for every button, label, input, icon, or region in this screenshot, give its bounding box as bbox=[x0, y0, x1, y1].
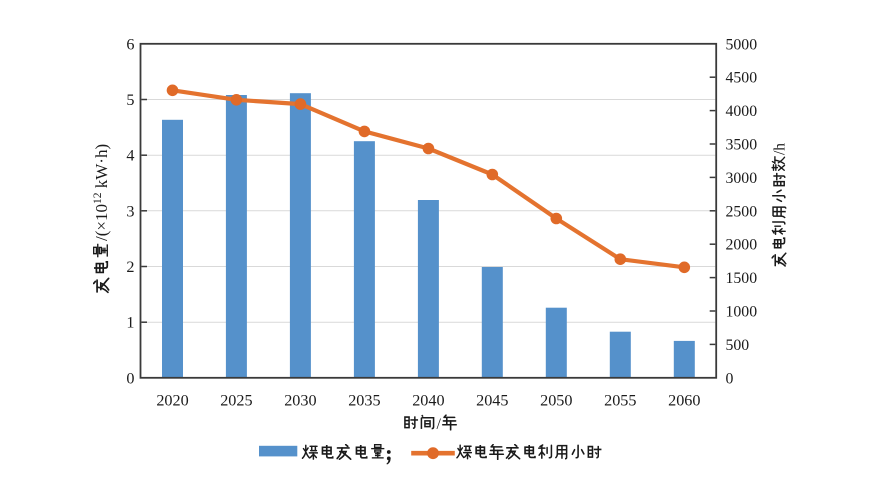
svg-text:2050: 2050 bbox=[540, 392, 572, 410]
svg-text:2025: 2025 bbox=[220, 392, 252, 410]
svg-text:2060: 2060 bbox=[668, 392, 700, 410]
svg-text:5000: 5000 bbox=[726, 36, 758, 53]
svg-text:2030: 2030 bbox=[284, 392, 316, 410]
svg-text:2045: 2045 bbox=[476, 392, 508, 410]
svg-text:4: 4 bbox=[126, 147, 134, 165]
svg-text:/(×1012 kW·h): /(×1012 kW·h) bbox=[92, 144, 111, 241]
svg-text:2500: 2500 bbox=[726, 203, 758, 220]
svg-text:/h: /h bbox=[772, 143, 789, 155]
svg-text:5: 5 bbox=[126, 91, 134, 109]
svg-text:0: 0 bbox=[126, 369, 134, 387]
svg-text:500: 500 bbox=[726, 337, 750, 354]
svg-text:4000: 4000 bbox=[726, 103, 758, 120]
svg-text:3: 3 bbox=[126, 202, 134, 220]
svg-text:2020: 2020 bbox=[156, 392, 188, 410]
svg-text:2000: 2000 bbox=[726, 237, 758, 254]
svg-text:1500: 1500 bbox=[726, 270, 758, 287]
svg-text:4500: 4500 bbox=[726, 70, 758, 87]
svg-text:2055: 2055 bbox=[604, 392, 636, 410]
svg-text:2035: 2035 bbox=[348, 392, 380, 410]
svg-text:0: 0 bbox=[726, 370, 734, 387]
svg-text:/: / bbox=[437, 416, 442, 433]
svg-text:6: 6 bbox=[126, 35, 134, 53]
svg-text:3500: 3500 bbox=[726, 137, 758, 154]
svg-text:1: 1 bbox=[126, 314, 134, 332]
svg-text:1000: 1000 bbox=[726, 304, 758, 321]
svg-text:2040: 2040 bbox=[412, 392, 444, 410]
svg-text:2: 2 bbox=[126, 258, 134, 276]
svg-text:3000: 3000 bbox=[726, 170, 758, 187]
